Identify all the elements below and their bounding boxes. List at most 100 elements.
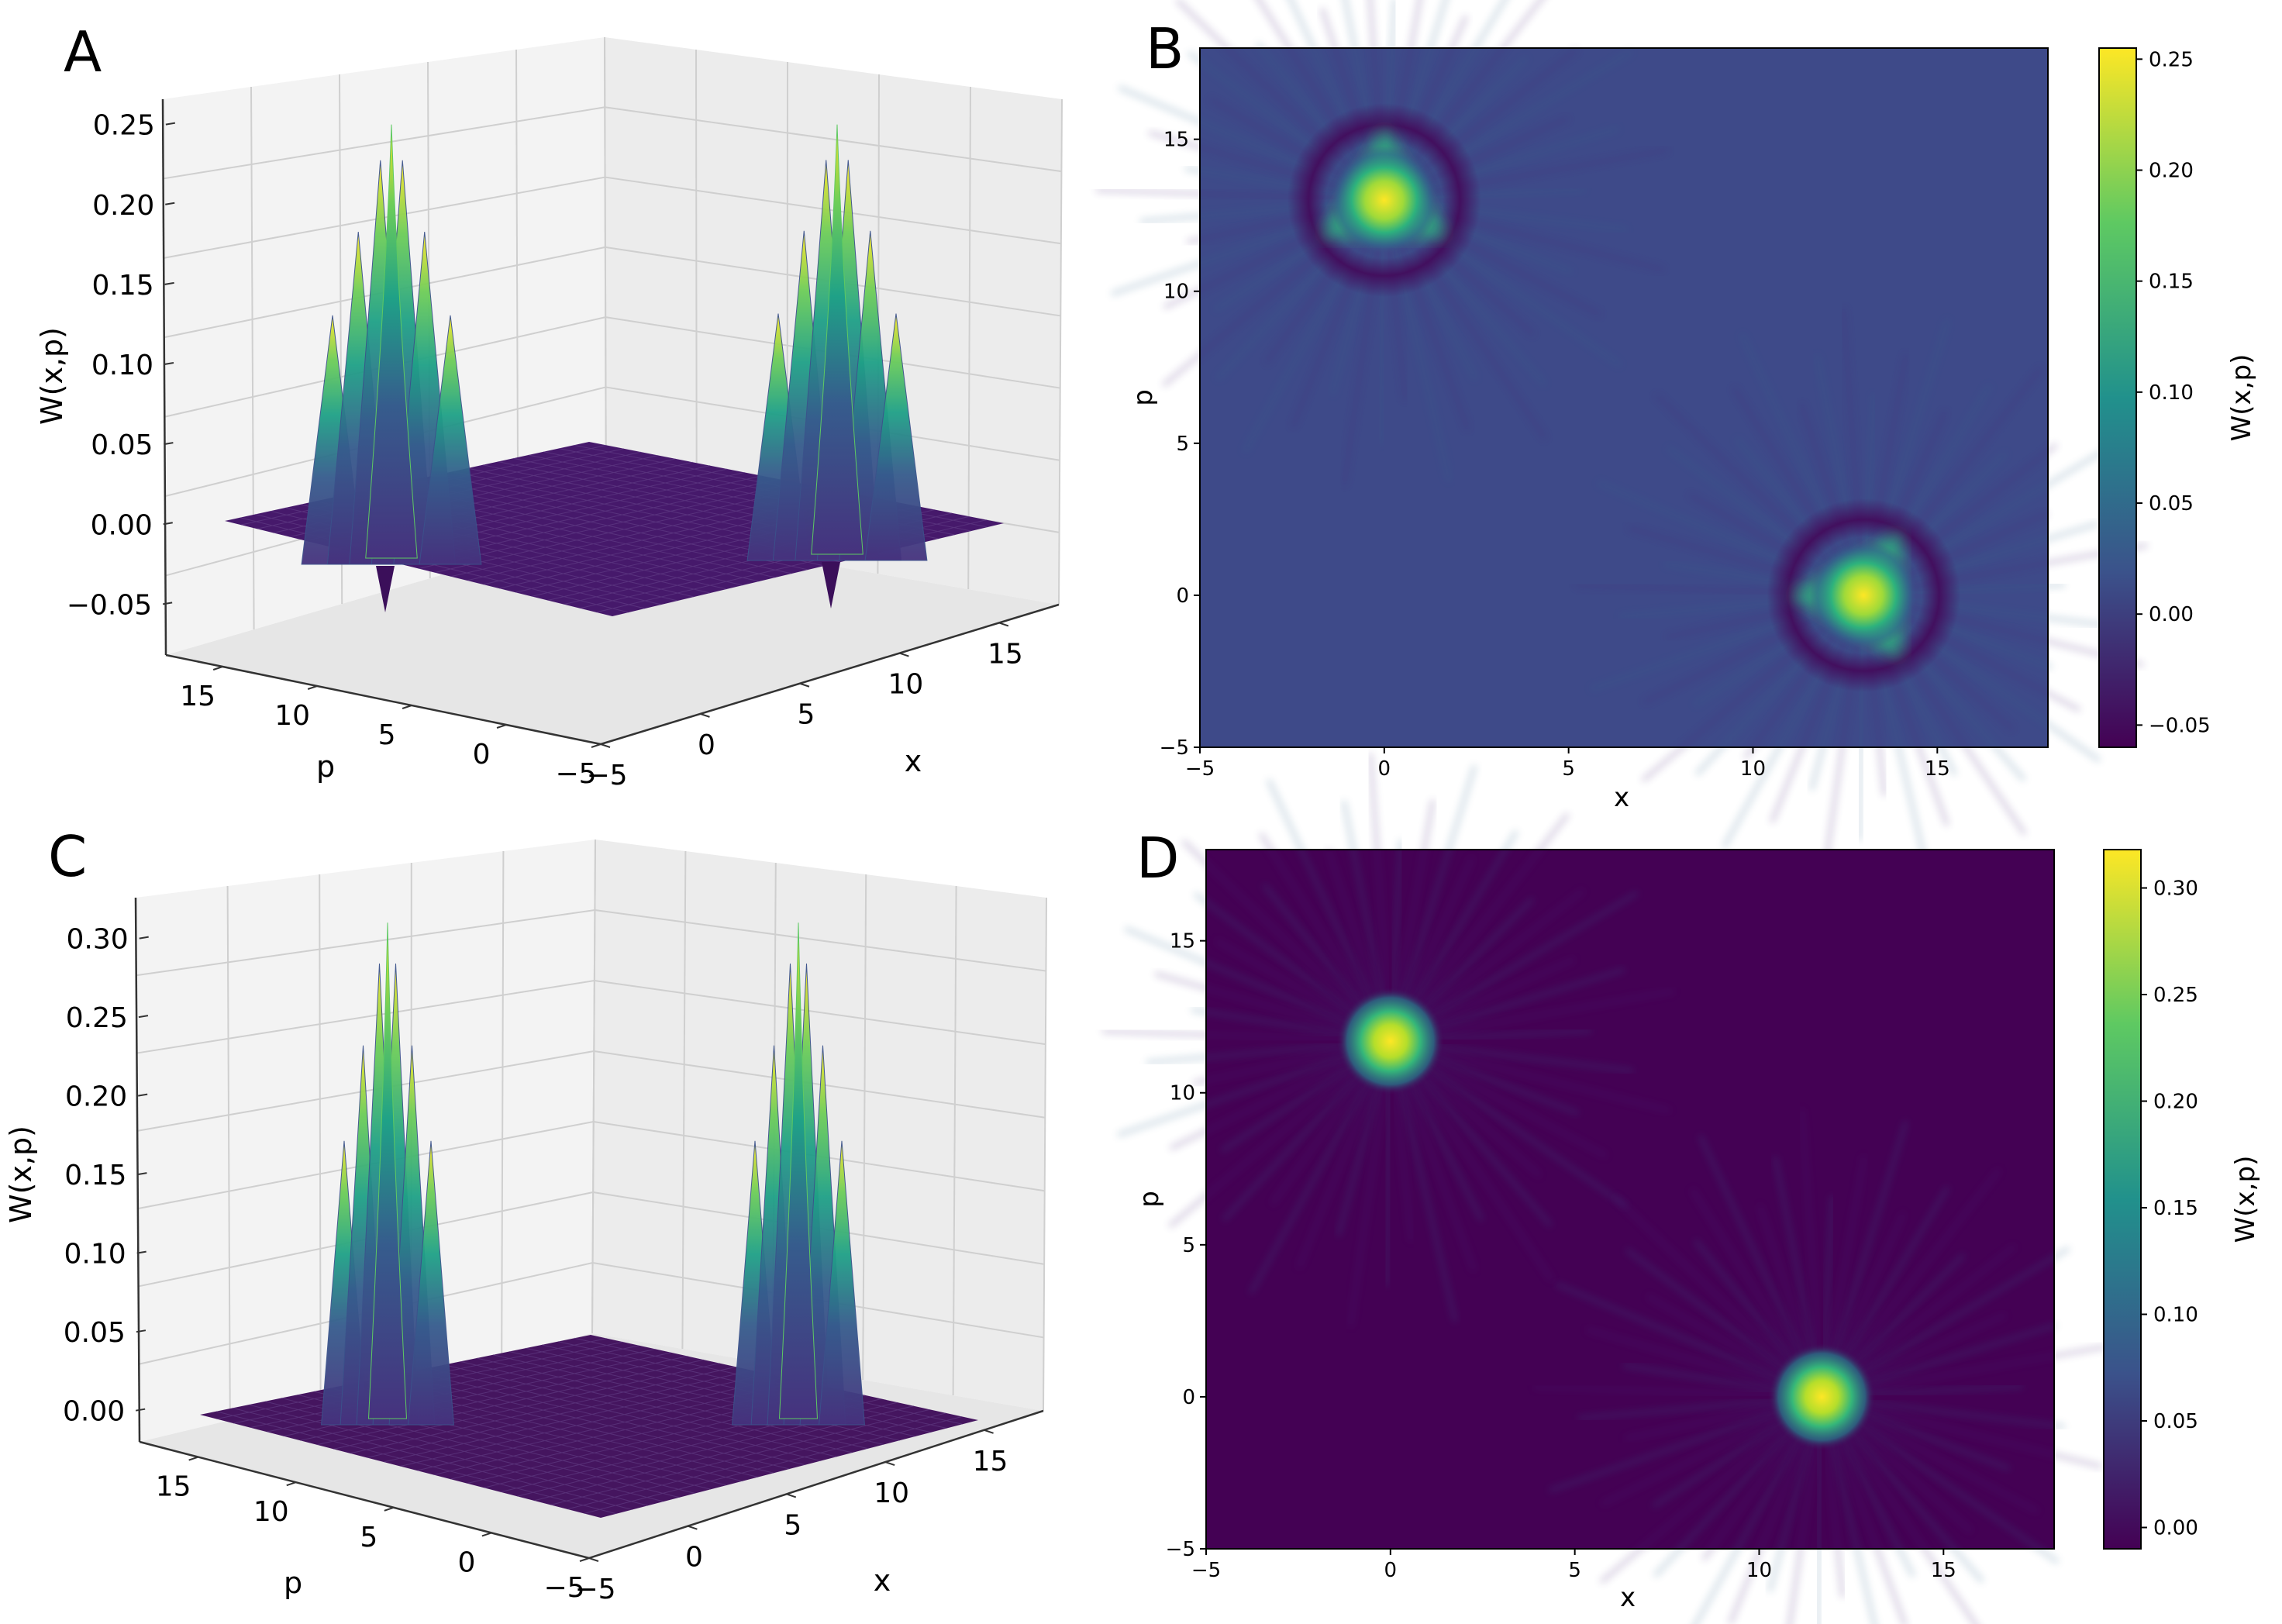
z-tick-label: 0.30 xyxy=(67,924,129,956)
panel-d-label: D xyxy=(1136,826,1179,891)
panel-b-ticks: −5 0 5 10 15 15 10 5 0 −5 xyxy=(1160,129,1950,781)
heatmap-streak xyxy=(1384,1088,1392,1287)
wall-gridline xyxy=(967,86,971,590)
colorbar-tick-label: 0.10 xyxy=(2149,381,2194,405)
heatmap-streak xyxy=(1861,1416,2039,1514)
heatmap-streak xyxy=(1220,1064,1353,1153)
z-tick-mark xyxy=(135,1408,146,1412)
panel-d-colorbar-label: W(x,p) xyxy=(2230,1156,2261,1243)
heatmap-streak xyxy=(1412,829,1519,1003)
z-tick-label: 0.25 xyxy=(66,1002,128,1034)
heatmap-streak xyxy=(1867,1344,2107,1391)
colorbar-tick-label: 0.15 xyxy=(2149,271,2194,294)
x-tick-label: 15 xyxy=(973,1446,1008,1477)
panel-b-label: B xyxy=(1146,16,1184,81)
heatmap-streak xyxy=(1824,1443,1846,1598)
peak-summit xyxy=(365,124,418,559)
mesh-line xyxy=(567,1412,946,1510)
heatmap-streak xyxy=(1701,1433,1797,1562)
heatmap-streak xyxy=(1728,1439,1807,1624)
z-tick-label: 0.10 xyxy=(91,350,153,381)
p-tick-label: 10 xyxy=(253,1496,289,1528)
x-tick-label: 5 xyxy=(1568,1559,1581,1582)
x-tick-label: 15 xyxy=(988,638,1023,670)
heatmap-streak xyxy=(1548,1409,1779,1493)
wall-gridline xyxy=(319,874,322,1399)
p-tick-label: 10 xyxy=(274,700,310,732)
mesh-line xyxy=(584,1415,963,1514)
z-tick-label: 0.15 xyxy=(64,1160,126,1191)
heatmap-streak xyxy=(1393,1087,1414,1242)
x-tick-mark xyxy=(984,1429,994,1434)
z-tick-mark xyxy=(163,522,173,526)
colorbar-tick-label: 0.30 xyxy=(2153,878,2198,901)
wall-gridline xyxy=(1058,98,1063,605)
panel-c-z-ticks: 0.30 0.25 0.20 0.15 0.10 0.05 0.00 xyxy=(63,924,149,1428)
heatmap-streak xyxy=(1693,1238,1794,1363)
heatmap-streak xyxy=(1436,1044,1634,1074)
heatmap-streak xyxy=(1167,1069,1356,1229)
p-tick-label: −5 xyxy=(543,1572,584,1604)
x-tick-label: 0 xyxy=(698,729,715,761)
panel-a-label: A xyxy=(64,19,102,84)
colorbar-tick-label: 0.15 xyxy=(2153,1197,2198,1220)
x-tick-mark xyxy=(884,1461,895,1467)
heatmap-streak xyxy=(1261,883,1363,1007)
x-tick-label: −5 xyxy=(1185,757,1215,781)
heatmap-streak xyxy=(1757,1204,1810,1353)
x-tick-label: 10 xyxy=(874,1477,909,1509)
x-tick-mark xyxy=(600,743,611,748)
colorbar-tick-label: 0.00 xyxy=(2149,603,2194,626)
panel-c-zlabel: W(x,p) xyxy=(4,1126,38,1223)
panel-c-surface-mesh xyxy=(215,1337,963,1515)
wall-gridline xyxy=(695,49,698,543)
panel-b-colorbar xyxy=(2098,47,2137,748)
peak-summit xyxy=(811,124,864,555)
heatmap-streak xyxy=(1417,812,1570,1006)
wall-gridline xyxy=(136,909,595,977)
z-tick-mark xyxy=(136,1250,147,1254)
colorbar-tick-label: 0.25 xyxy=(2153,984,2198,1007)
heatmap-streak xyxy=(1854,1426,1973,1534)
heatmap-streak xyxy=(1422,897,1535,1010)
panel-d-colorbar-ticks: 0.30 0.25 0.20 0.15 0.10 0.05 0.00 xyxy=(2141,878,2198,1540)
x-tick-label: 5 xyxy=(1562,757,1575,781)
heatmap-streak xyxy=(1848,1167,2001,1362)
heatmap-streak xyxy=(1840,1437,1916,1577)
z-tick-label: 0.25 xyxy=(93,110,155,142)
z-tick-mark xyxy=(139,936,149,940)
heatmap-streak xyxy=(1101,1029,1344,1042)
heatmap-streak xyxy=(1858,1421,2060,1564)
heatmap-streak xyxy=(1222,1073,1361,1222)
heatmap-streak xyxy=(1787,1442,1818,1624)
heatmap-streak xyxy=(1585,1326,1778,1387)
panel-a-peaks xyxy=(301,124,928,612)
x-tick-label: 15 xyxy=(1925,757,1950,781)
heatmap-streak xyxy=(1836,1440,1908,1624)
x-tick-mark xyxy=(799,682,810,688)
heatmap-streak xyxy=(1822,1195,1835,1351)
negative-dip xyxy=(822,562,840,609)
panel-c-p-ticks: 15 10 5 0 −5 xyxy=(156,1456,590,1604)
colorbar-tick-label: 0.10 xyxy=(2153,1304,2198,1327)
peak-summit xyxy=(367,922,408,1419)
z-tick-label: 0.20 xyxy=(92,190,154,222)
heatmap-streak xyxy=(1827,1155,1867,1352)
p-tick-mark xyxy=(286,1481,297,1487)
colorbar-tick-label: −0.05 xyxy=(2149,714,2211,737)
wall-gridline xyxy=(681,850,687,1350)
panel-b-colorbar-ticks: 0.25 0.20 0.15 0.10 0.05 0.00 −0.05 xyxy=(2136,48,2211,737)
panel-c-z-axis xyxy=(134,897,141,1443)
y-tick-label: 10 xyxy=(1163,281,1189,304)
heatmap-streak xyxy=(1296,1083,1376,1270)
heatmap-streak xyxy=(1625,1247,1787,1371)
panel-c-xlabel: x xyxy=(874,1564,891,1598)
y-tick-label: −5 xyxy=(1166,1538,1195,1561)
p-tick-label: −5 xyxy=(555,758,596,790)
heatmap-streak xyxy=(1436,988,1675,1036)
panel-a-p-ticks: 15 10 5 0 −5 xyxy=(180,666,602,790)
y-tick-label: −5 xyxy=(1160,736,1189,760)
p-tick-mark xyxy=(212,666,223,671)
heatmap-streak xyxy=(1432,1055,1580,1116)
